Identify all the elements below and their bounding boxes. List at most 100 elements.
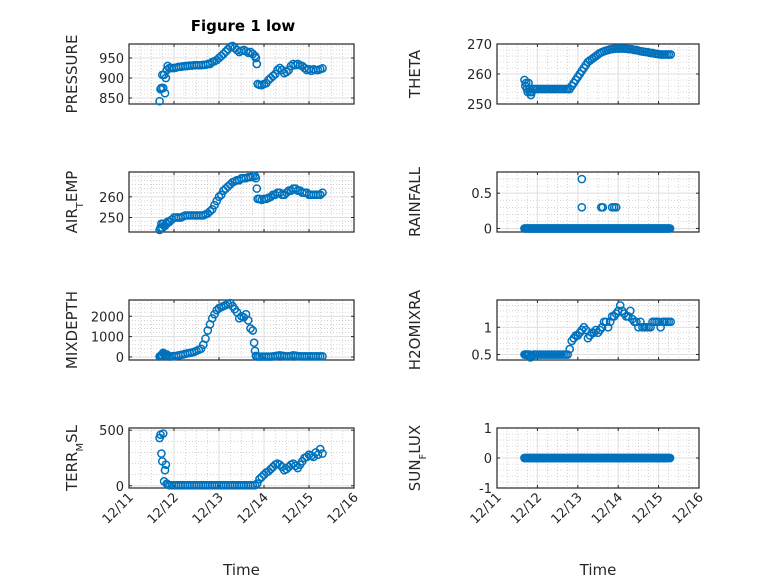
data-point	[597, 322, 607, 332]
y-axis-label-main: TERR	[63, 452, 81, 493]
data-point	[565, 344, 575, 354]
data-point	[625, 306, 635, 316]
data-point	[255, 474, 264, 484]
subplot-1: 850 900 950 PRESSURE	[63, 35, 355, 113]
y-tick-label: 250	[99, 212, 124, 227]
data-point	[665, 453, 675, 463]
data-point	[234, 313, 244, 323]
data-point	[318, 64, 327, 73]
y-tick-label: 270	[467, 38, 492, 53]
y-tick-label: 0	[484, 452, 492, 467]
data-point	[646, 322, 655, 332]
y-tick-label: 1	[484, 422, 492, 437]
data-point	[318, 188, 327, 198]
data-point	[207, 204, 217, 214]
y-tick-label: 260	[467, 68, 492, 83]
data-point	[210, 200, 219, 210]
data-point	[632, 317, 641, 327]
x-axis-label: Time	[579, 561, 617, 579]
y-axis-label-sub: F	[418, 453, 429, 459]
y-axis-label: SUNFLUX	[406, 425, 429, 491]
minor-grid	[496, 171, 700, 232]
data-point	[219, 49, 228, 59]
y-axis-label: RAINFALL	[406, 166, 424, 237]
data-point	[250, 480, 260, 490]
axes-box	[496, 299, 700, 361]
subplot-6: 0.5 1 H2OMIXRA	[406, 289, 700, 370]
y-tick-label: 250	[467, 98, 492, 113]
data-point	[315, 190, 325, 200]
data-point	[282, 464, 291, 474]
subplot-4: 0 0.5 RAINFALL	[406, 166, 700, 237]
axes-box	[128, 171, 355, 233]
data-point	[611, 202, 621, 212]
data-point	[318, 449, 327, 458]
y-axis-label: AIRTEMP	[63, 171, 86, 234]
data-point	[221, 47, 231, 56]
data-point	[291, 184, 300, 193]
subplot-2: 250 260 270 THETA	[406, 38, 700, 113]
data-point	[605, 317, 615, 327]
y-axis-label-sub: M	[75, 443, 86, 452]
data-point	[282, 67, 291, 77]
y-tick-label: 0.5	[471, 349, 492, 364]
series-markers	[520, 301, 676, 362]
data-point	[161, 460, 171, 470]
data-point	[243, 315, 253, 325]
y-axis-label-sub: T	[75, 201, 86, 209]
data-point	[216, 51, 226, 61]
y-tick-label: 850	[99, 92, 124, 107]
series-markers	[520, 453, 675, 463]
data-point	[158, 83, 168, 93]
data-point	[252, 59, 262, 69]
data-point	[248, 326, 258, 335]
y-axis-label: MIXDEPTH	[63, 291, 81, 369]
series-markers	[520, 44, 676, 100]
data-point	[201, 334, 210, 343]
data-point	[251, 53, 261, 63]
y-tick-label: 0	[116, 351, 124, 366]
data-point	[155, 96, 164, 106]
data-point	[665, 224, 675, 233]
data-point	[216, 190, 226, 200]
y-axis-label-post: LUX	[406, 425, 424, 454]
data-point	[654, 317, 663, 327]
subplot-3: 250 260 AIRTEMP	[63, 171, 355, 235]
data-point	[666, 50, 676, 59]
y-tick-label: 1000	[91, 331, 124, 346]
y-axis-label-main: SUN	[406, 459, 424, 491]
data-point	[666, 317, 676, 327]
data-point	[249, 338, 259, 348]
series-markers	[155, 171, 327, 235]
data-point	[252, 184, 262, 193]
data-point	[615, 301, 625, 310]
y-axis-label: H2OMIXRA	[406, 289, 424, 370]
y-tick-label: -1	[479, 482, 492, 497]
y-axis-label: THETA	[406, 49, 424, 99]
data-point	[291, 461, 300, 471]
y-tick-label: 0	[116, 480, 124, 495]
data-point	[163, 350, 173, 360]
series-markers	[155, 429, 327, 490]
data-point	[214, 192, 224, 202]
series-markers	[155, 298, 327, 361]
figure-title: Figure 1 low	[191, 17, 296, 35]
data-point	[268, 71, 278, 81]
y-tick-label: 1	[484, 321, 492, 336]
data-point	[160, 465, 170, 475]
data-point	[656, 322, 665, 332]
data-point	[524, 78, 533, 88]
subplot-5: 0 1000 2000 MIXDEPTH	[63, 291, 355, 369]
data-point	[577, 202, 587, 212]
data-point	[252, 479, 262, 488]
data-point	[315, 444, 325, 454]
data-point	[601, 317, 611, 327]
y-axis-label-main: AIR	[63, 208, 81, 233]
data-point	[158, 429, 168, 438]
y-tick-label: 0.5	[471, 187, 492, 202]
data-point	[246, 324, 255, 333]
series-markers	[155, 41, 327, 106]
data-point	[634, 322, 643, 332]
